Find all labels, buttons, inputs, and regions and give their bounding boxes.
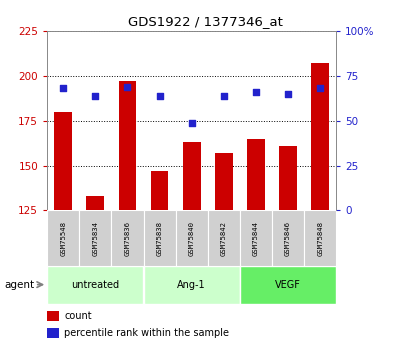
Bar bbox=[182, 142, 200, 210]
Text: GDS1922 / 1377346_at: GDS1922 / 1377346_at bbox=[127, 16, 282, 29]
Bar bbox=[111, 210, 143, 266]
Text: count: count bbox=[64, 311, 92, 321]
Text: GSM75836: GSM75836 bbox=[124, 220, 130, 256]
Bar bbox=[47, 266, 143, 304]
Bar bbox=[303, 210, 335, 266]
Text: GSM75848: GSM75848 bbox=[317, 220, 322, 256]
Text: GSM75548: GSM75548 bbox=[60, 220, 66, 256]
Bar bbox=[175, 210, 207, 266]
Bar bbox=[279, 146, 296, 210]
Point bbox=[284, 91, 290, 97]
Text: percentile rank within the sample: percentile rank within the sample bbox=[64, 328, 229, 338]
Point bbox=[188, 120, 195, 125]
Text: GSM75834: GSM75834 bbox=[92, 220, 98, 256]
Bar bbox=[47, 310, 58, 321]
Text: agent: agent bbox=[4, 280, 34, 289]
Bar bbox=[151, 171, 168, 210]
Bar bbox=[79, 210, 111, 266]
Bar bbox=[143, 210, 175, 266]
Bar bbox=[247, 139, 264, 210]
Bar bbox=[239, 266, 335, 304]
Point bbox=[92, 93, 99, 98]
Bar bbox=[271, 210, 303, 266]
Bar bbox=[47, 328, 58, 338]
Bar bbox=[54, 112, 72, 210]
Bar bbox=[118, 81, 136, 210]
Bar bbox=[207, 210, 239, 266]
Text: GSM75846: GSM75846 bbox=[284, 220, 290, 256]
Point bbox=[316, 86, 323, 91]
Bar bbox=[47, 210, 79, 266]
Text: GSM75838: GSM75838 bbox=[156, 220, 162, 256]
Bar bbox=[239, 210, 271, 266]
Point bbox=[156, 93, 162, 98]
Text: Ang-1: Ang-1 bbox=[177, 280, 205, 289]
Text: GSM75842: GSM75842 bbox=[220, 220, 226, 256]
Bar bbox=[86, 196, 104, 210]
Text: GSM75840: GSM75840 bbox=[188, 220, 194, 256]
Text: GSM75844: GSM75844 bbox=[252, 220, 258, 256]
Text: VEGF: VEGF bbox=[274, 280, 300, 289]
Point bbox=[220, 93, 227, 98]
Point bbox=[60, 86, 66, 91]
Bar bbox=[214, 153, 232, 210]
Point bbox=[124, 84, 130, 89]
Text: untreated: untreated bbox=[71, 280, 119, 289]
Point bbox=[252, 89, 258, 95]
Bar bbox=[310, 63, 328, 210]
Bar bbox=[143, 266, 239, 304]
